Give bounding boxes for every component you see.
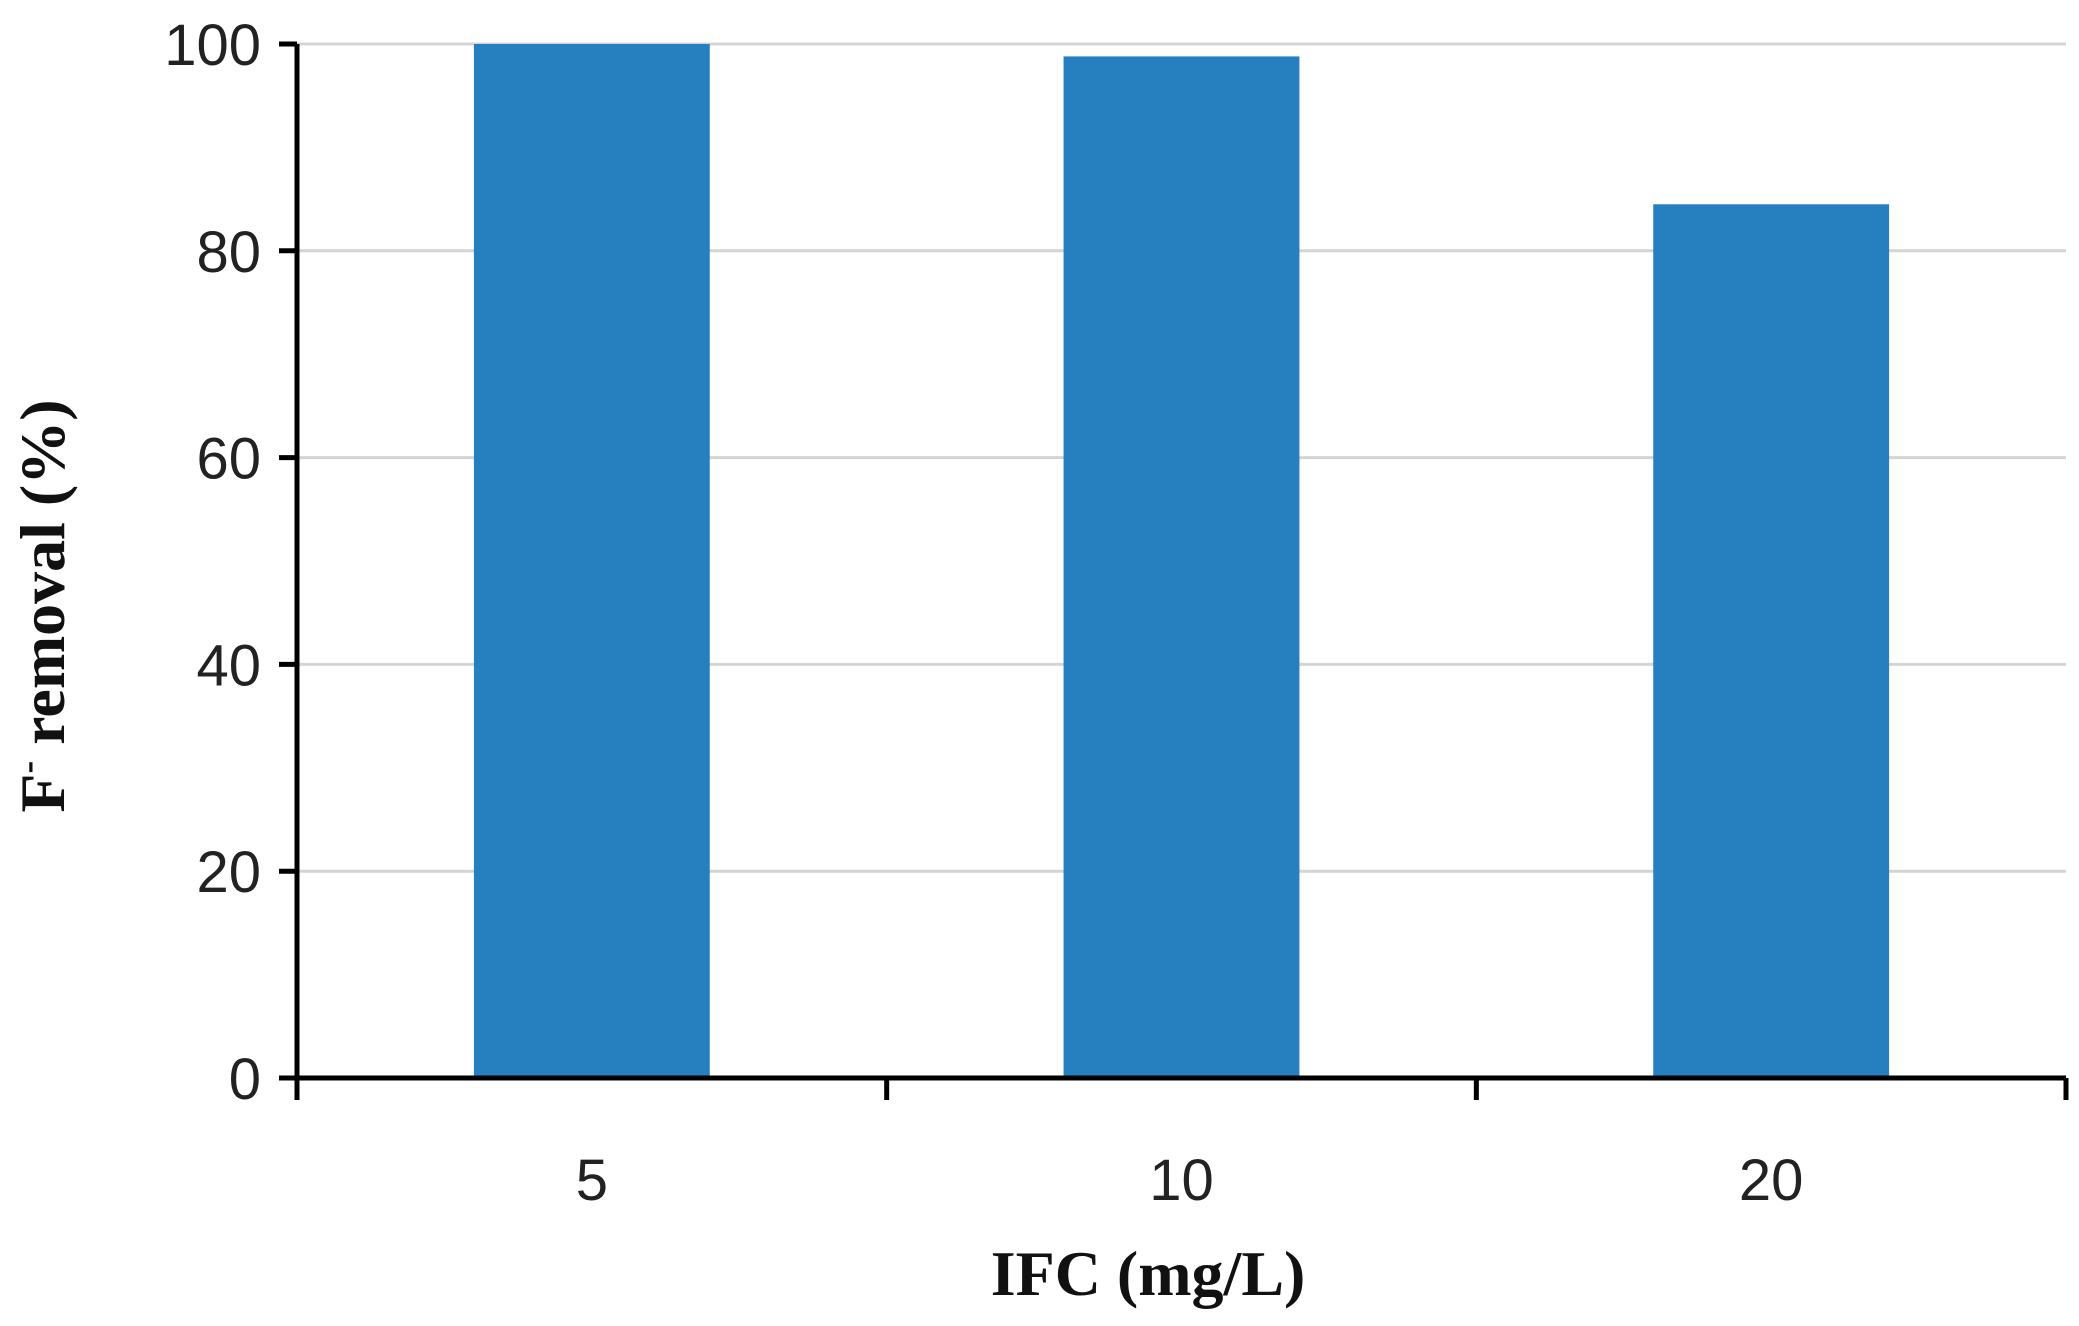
- y-tick-label: 0: [229, 1047, 261, 1112]
- x-tick-label: 10: [1149, 1148, 1214, 1213]
- bar-5: [473, 44, 710, 1078]
- x-axis-title: IFC (mg/L): [991, 1238, 1306, 1309]
- bars: [473, 44, 1890, 1078]
- y-axis-title: F- removal (%): [7, 399, 78, 812]
- y-tick-label: 20: [196, 840, 261, 905]
- y-tick-label: 60: [196, 427, 261, 492]
- y-axis-title-main: F: [7, 773, 78, 812]
- y-tick-label: 100: [164, 13, 261, 78]
- x-tick-label: 20: [1739, 1148, 1804, 1213]
- x-tick-label: 5: [576, 1148, 608, 1213]
- y-ticks: 0 20 40 60 80 100: [164, 13, 297, 1112]
- y-axis-title-sup: -: [7, 761, 49, 774]
- axes: [294, 44, 2066, 1081]
- x-ticks: 5 10 20: [294, 1078, 2069, 1213]
- y-tick-label: 80: [196, 220, 261, 285]
- y-axis-title-rest: removal (%): [7, 399, 78, 760]
- bar-20: [1653, 204, 1890, 1078]
- y-tick-label: 40: [196, 633, 261, 698]
- bar-10: [1063, 56, 1300, 1078]
